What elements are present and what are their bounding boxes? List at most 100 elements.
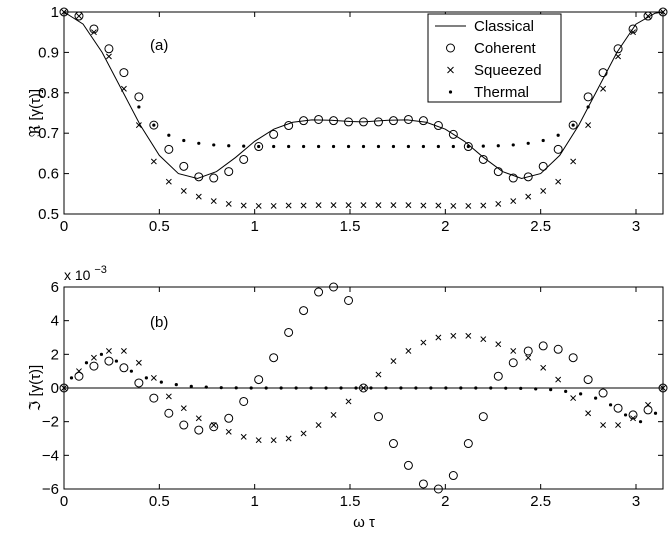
y-multiplier-exponent: −3 xyxy=(94,264,107,276)
point-coherent xyxy=(583,375,593,385)
point-squeezed xyxy=(105,53,112,60)
point-coherent xyxy=(299,306,309,316)
point-thermal xyxy=(519,386,523,390)
point-squeezed xyxy=(330,202,337,209)
point-thermal xyxy=(361,144,366,149)
point-coherent xyxy=(658,383,668,393)
point-coherent xyxy=(314,114,324,124)
point-squeezed xyxy=(585,410,592,417)
x-tick-label: 2 xyxy=(441,493,449,510)
point-thermal xyxy=(653,411,658,415)
point-coherent xyxy=(373,412,383,422)
point-thermal xyxy=(182,138,186,143)
point-squeezed xyxy=(210,198,217,205)
point-squeezed xyxy=(195,415,202,422)
panel-a: 0 0.5 1 1.5 2 2.5 30.50.60.70.80.91 ℜ [γ(τ)] (… xyxy=(27,4,668,235)
point-thermal xyxy=(242,144,246,148)
point-thermal xyxy=(511,143,515,147)
point-thermal xyxy=(234,386,238,390)
point-thermal xyxy=(272,144,276,149)
point-thermal xyxy=(99,352,104,356)
point-thermal xyxy=(638,420,643,424)
point-coherent xyxy=(403,114,413,124)
point-coherent xyxy=(508,358,518,368)
point-squeezed xyxy=(465,202,472,209)
x-tick-label: 0 xyxy=(60,493,68,510)
point-thermal xyxy=(152,123,156,127)
y-tick-label: 0.7 xyxy=(38,125,59,142)
point-thermal xyxy=(459,386,463,390)
point-thermal xyxy=(137,105,141,109)
point-coherent xyxy=(329,116,339,126)
point-coherent xyxy=(613,403,623,413)
point-coherent xyxy=(359,117,368,127)
point-coherent xyxy=(119,363,129,373)
point-thermal xyxy=(451,144,455,149)
point-thermal xyxy=(623,413,628,417)
point-squeezed xyxy=(270,202,277,209)
point-squeezed xyxy=(330,411,337,418)
point-squeezed xyxy=(240,433,247,440)
panel-b: 0 0.5 1 1.5 2 2.5 3 −6 −4 −2 0 2 4 6 ℑ [γ(τ)] (b) x 1… xyxy=(27,264,668,531)
legend-label-squeezed: Squeezed xyxy=(474,62,542,79)
point-coherent xyxy=(179,161,189,171)
point-coherent xyxy=(643,11,653,21)
point-thermal xyxy=(174,383,178,387)
legend-swatch-squeezed xyxy=(447,66,454,74)
point-squeezed xyxy=(390,358,397,365)
point-squeezed xyxy=(210,422,217,428)
panel-label-a: (a) xyxy=(150,37,168,54)
ticks-a: 0 0.5 1 1.5 2 2.5 30.50.60.70.80.91 xyxy=(38,4,663,235)
point-squeezed xyxy=(135,122,142,129)
y-multiplier-label: x 10 −3 xyxy=(64,264,107,283)
point-thermal xyxy=(399,386,403,390)
point-squeezed xyxy=(225,428,232,435)
point-thermal xyxy=(114,359,119,363)
point-squeezed xyxy=(630,415,636,422)
point-squeezed xyxy=(660,9,666,15)
legend-label-classical: Classical xyxy=(474,18,534,35)
point-thermal xyxy=(541,138,545,143)
point-coherent xyxy=(164,408,174,418)
point-thermal xyxy=(384,386,388,390)
point-squeezed xyxy=(375,202,382,209)
x-tick-label: 1.5 xyxy=(340,218,361,235)
point-thermal xyxy=(504,386,508,390)
point-squeezed xyxy=(540,188,547,194)
legend: Classical Coherent Squeezed Thermal xyxy=(427,13,562,103)
point-squeezed xyxy=(150,158,157,165)
y-tick-label: −4 xyxy=(42,447,59,464)
y-tick-label: 0.8 xyxy=(38,85,59,102)
point-coherent xyxy=(299,116,309,126)
point-thermal xyxy=(294,386,298,390)
point-coherent xyxy=(388,439,398,449)
point-thermal xyxy=(594,396,598,400)
point-thermal xyxy=(496,144,500,148)
point-coherent xyxy=(448,129,458,139)
point-coherent xyxy=(74,11,84,21)
point-squeezed xyxy=(240,202,247,209)
point-thermal xyxy=(316,144,321,149)
point-squeezed xyxy=(360,385,367,391)
point-thermal xyxy=(257,144,261,149)
x-tick-label: 2 xyxy=(441,218,449,235)
point-squeezed xyxy=(120,348,127,354)
y-tick-label: 0.9 xyxy=(38,44,59,61)
point-squeezed xyxy=(150,374,157,381)
point-squeezed xyxy=(345,202,352,209)
legend-swatch-coherent xyxy=(446,43,455,53)
point-squeezed xyxy=(555,178,562,185)
point-thermal xyxy=(474,386,478,390)
point-squeezed xyxy=(615,53,622,60)
point-thermal xyxy=(287,144,291,149)
point-thermal xyxy=(129,369,133,373)
point-squeezed xyxy=(390,202,397,209)
y-tick-label: 0 xyxy=(51,380,59,397)
point-thermal xyxy=(309,386,313,390)
point-squeezed xyxy=(90,354,97,361)
point-squeezed xyxy=(570,395,577,402)
point-coherent xyxy=(209,173,219,183)
ticks-b: 0 0.5 1 1.5 2 2.5 3 −6 −4 −2 0 2 4 6 xyxy=(42,279,663,510)
point-coherent xyxy=(149,120,159,130)
point-squeezed xyxy=(600,422,607,428)
